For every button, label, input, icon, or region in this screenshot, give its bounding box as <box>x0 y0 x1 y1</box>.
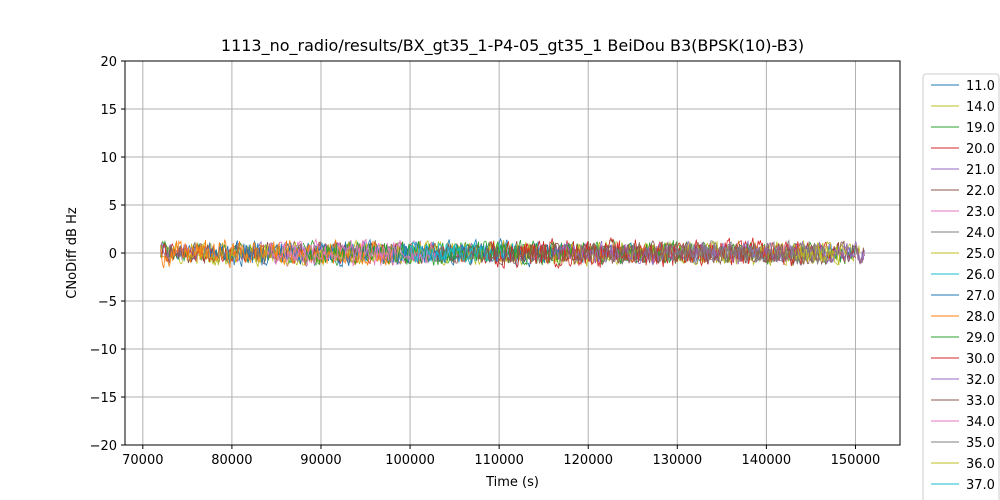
legend-label: 26.0 <box>966 268 995 283</box>
y-axis-label: CNoDiff dB Hz <box>65 207 80 299</box>
x-tick-label: 120000 <box>563 453 613 468</box>
legend-label: 25.0 <box>966 247 995 262</box>
y-tick-label: 15 <box>100 103 117 118</box>
y-tick-label: −20 <box>90 439 117 454</box>
y-tick-label: 20 <box>100 55 117 70</box>
legend-label: 37.0 <box>966 478 995 493</box>
x-tick-label: 70000 <box>122 453 163 468</box>
legend-label: 24.0 <box>966 226 995 241</box>
series-line-36.0 <box>797 242 847 266</box>
legend-box <box>922 73 1000 500</box>
y-tick-label: −15 <box>90 391 117 406</box>
chart-title: 1113_no_radio/results/BX_gt35_1-P4-05_gt… <box>221 36 804 56</box>
series-line-37.0 <box>409 242 482 263</box>
legend-label: 30.0 <box>966 352 995 367</box>
legend-label: 34.0 <box>966 415 995 430</box>
legend-label: 33.0 <box>966 394 995 409</box>
x-tick-label: 90000 <box>300 453 341 468</box>
y-tick-label: −5 <box>98 295 117 310</box>
legend-label: 11.0 <box>966 79 995 94</box>
legend-label: 14.0 <box>966 100 995 115</box>
y-tick-label: 5 <box>109 199 117 214</box>
legend-label: 21.0 <box>966 163 995 178</box>
y-tick-label: 10 <box>100 151 117 166</box>
legend-label: 36.0 <box>966 457 995 472</box>
y-tick-label: −10 <box>90 343 117 358</box>
x-axis-label: Time (s) <box>485 475 539 490</box>
x-tick-label: 80000 <box>211 453 252 468</box>
x-axis: 70000 80000 90000 100000 110000 120000 130000 1… <box>122 445 880 468</box>
legend-label: 23.0 <box>966 205 995 220</box>
series-line-35.0 <box>659 240 821 266</box>
x-tick-label: 110000 <box>474 453 524 468</box>
legend: 11.0 14.0 19.0 20.0 21.0 22.0 23.0 24.0 25.0 26.0… <box>922 73 1000 500</box>
legend-label: 20.0 <box>966 142 995 157</box>
legend-label: 22.0 <box>966 184 995 199</box>
legend-label: 32.0 <box>966 373 995 388</box>
series-line-28.0 <box>160 238 393 269</box>
legend-label: 28.0 <box>966 310 995 325</box>
legend-label: 27.0 <box>966 289 995 304</box>
y-tick-label: 0 <box>109 247 117 262</box>
x-tick-label: 130000 <box>652 453 702 468</box>
x-tick-label: 150000 <box>831 453 881 468</box>
x-tick-label: 100000 <box>385 453 435 468</box>
y-axis: −20 −15 −10 −5 0 5 10 15 20 <box>90 55 125 454</box>
series-layer <box>160 236 865 269</box>
legend-label: 29.0 <box>966 331 995 346</box>
legend-label: 19.0 <box>966 121 995 136</box>
series-line-34.0 <box>267 240 438 266</box>
legend-label: 35.0 <box>966 436 995 451</box>
x-tick-label: 140000 <box>742 453 792 468</box>
